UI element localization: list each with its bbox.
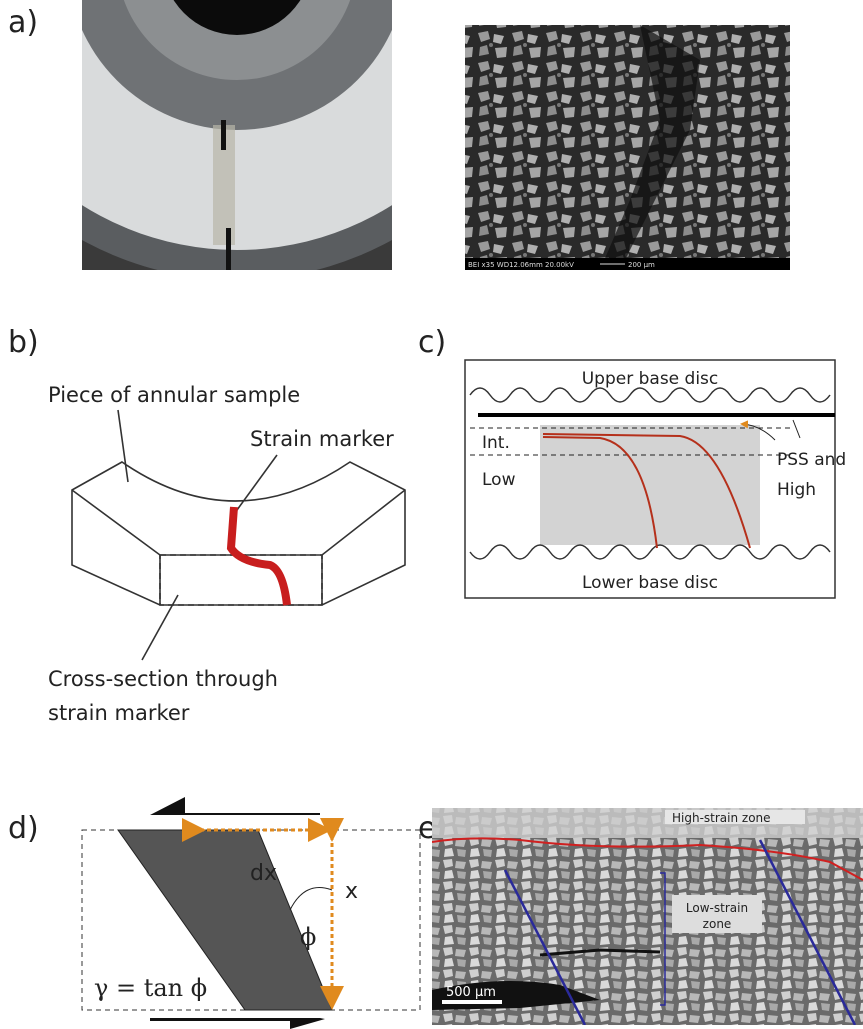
low-label: Low: [482, 470, 516, 490]
upper-disc-label: Upper base disc: [582, 369, 719, 389]
sem-image: BEI x35 WD12.06mm 20.00kV 200 µm: [465, 25, 790, 270]
sem-caption: BEI x35 WD12.06mm 20.00kV: [468, 261, 574, 269]
x-label: x: [345, 879, 358, 904]
figure: a) BEI x35 WD12.06mm 20.00kV 200 µm b) P…: [0, 0, 863, 1029]
cross-section-label: Cross-section through: [48, 667, 278, 691]
dx-label: dx: [250, 861, 277, 886]
shear-arrow-bottom: [150, 1018, 325, 1029]
low-strain-label: zone: [703, 917, 732, 931]
marker-label: Strain marker: [250, 427, 394, 451]
cross-section-label: strain marker: [48, 701, 190, 725]
angle-arc: [290, 888, 332, 911]
sample-label: Piece of annular sample: [48, 383, 300, 407]
sem-cross-section: [432, 808, 863, 1025]
high-label: High: [777, 480, 816, 500]
sem-scale-bar: 200 µm: [628, 261, 655, 269]
panel-label: d): [8, 811, 39, 846]
equation: γ = tan ϕ: [94, 974, 207, 1002]
panel-label: c): [418, 325, 446, 360]
lower-disc-label: Lower base disc: [582, 573, 718, 593]
scale-bar-label: 500 µm: [446, 985, 496, 1000]
high-strain-label: High-strain zone: [672, 811, 771, 825]
panel-label: a): [8, 5, 38, 40]
panel-label: b): [8, 325, 39, 360]
shear-arrow-top: [150, 797, 320, 815]
low-strain-label: Low-strain: [686, 901, 748, 915]
phi-label: ϕ: [300, 923, 316, 951]
pss-label: PSS and: [777, 450, 846, 470]
int-label: Int.: [482, 433, 510, 453]
